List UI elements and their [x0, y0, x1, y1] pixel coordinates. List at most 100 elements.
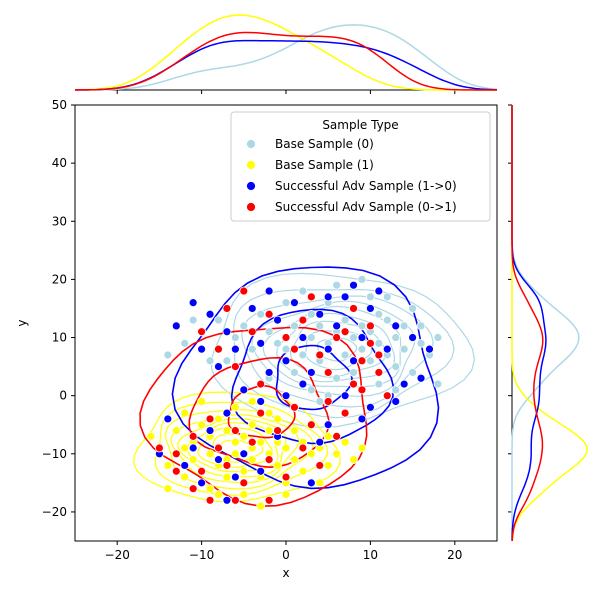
- scatter-point: [188, 443, 198, 453]
- x-axis-ticks: −20 −10 0 10 20: [105, 541, 462, 562]
- scatter-point: [281, 344, 291, 354]
- scatter-point: [222, 408, 232, 418]
- scatter-point: [306, 449, 316, 459]
- scatter-point: [349, 280, 358, 290]
- scatter-point: [163, 484, 173, 494]
- scatter-point: [357, 414, 367, 424]
- scatter-point: [256, 338, 266, 348]
- scatter-point: [264, 368, 274, 377]
- scatter-point: [264, 408, 274, 418]
- scatter-point: [264, 495, 274, 505]
- scatter-point: [332, 431, 342, 441]
- kde-contour-line: [262, 305, 402, 388]
- scatter-point: [247, 437, 257, 447]
- legend-title: Sample Type: [322, 118, 398, 132]
- kde-contour-line: [171, 266, 440, 490]
- scatter-point: [399, 321, 409, 331]
- scatter-point: [416, 321, 426, 331]
- scatter-point: [323, 368, 333, 377]
- scatter-point: [247, 420, 257, 430]
- scatter-point: [340, 327, 350, 337]
- scatter-point: [323, 397, 333, 406]
- scatter-point: [222, 327, 232, 337]
- scatter-point: [399, 379, 409, 389]
- scatter-point: [365, 356, 375, 366]
- scatter-point: [306, 309, 316, 319]
- scatter-point: [374, 338, 384, 348]
- scatter-point: [205, 414, 215, 424]
- scatter-point: [146, 431, 156, 441]
- scatter-point: [357, 344, 367, 354]
- scatter-point: [239, 286, 249, 296]
- scatter-point: [290, 368, 299, 377]
- scatter-point: [374, 368, 384, 377]
- kde-contour-line: [139, 326, 368, 508]
- scatter-point: [382, 391, 392, 401]
- scatter-point: [315, 309, 325, 319]
- scatter-point: [256, 501, 266, 511]
- scatter-point: [197, 466, 207, 476]
- scatter-point: [197, 420, 207, 430]
- scatter-point: [188, 455, 198, 465]
- scatter-point: [332, 333, 342, 342]
- scatter-point: [416, 338, 426, 348]
- scatter-point: [281, 490, 291, 499]
- legend-marker: [246, 202, 256, 212]
- scatter-point: [264, 309, 274, 319]
- scatter-point: [349, 455, 358, 465]
- scatter-point: [273, 426, 282, 435]
- scatter-point: [239, 449, 249, 459]
- scatter-point: [374, 379, 384, 389]
- scatter-point: [306, 292, 316, 302]
- scatter-point: [214, 344, 223, 354]
- legend-box: [230, 111, 491, 222]
- scatter-point: [323, 431, 333, 441]
- scatter-point: [230, 362, 240, 372]
- scatter-point: [408, 333, 418, 342]
- scatter-point: [323, 344, 333, 354]
- scatter-point: [298, 315, 308, 325]
- scatter-point: [188, 484, 198, 494]
- kde-contour-line: [230, 308, 395, 445]
- legend-label: Base Sample (0): [275, 137, 374, 151]
- scatter-point: [349, 379, 358, 389]
- top-marginal-kde-line: [75, 24, 498, 91]
- scatter-point: [315, 461, 325, 470]
- scatter-point: [433, 333, 443, 342]
- scatter-point: [425, 344, 434, 354]
- scatter-point: [256, 379, 266, 389]
- scatter-point: [239, 431, 249, 441]
- scatter-point: [340, 292, 350, 302]
- scatter-point: [357, 333, 367, 342]
- top-marginal-kde-line: [74, 31, 497, 91]
- scatter-point: [239, 490, 249, 499]
- scatter-point: [273, 338, 282, 348]
- scatter-point: [188, 315, 198, 325]
- scatter-point: [298, 379, 308, 389]
- scatter-point: [365, 338, 375, 348]
- scatter-point: [239, 478, 249, 488]
- scatter-point: [222, 356, 232, 366]
- scatter-point: [298, 333, 308, 342]
- scatter-point: [416, 373, 426, 383]
- scatter-point: [281, 356, 291, 366]
- scatter-point: [357, 356, 367, 366]
- scatter-point: [188, 298, 198, 308]
- scatter-point: [163, 350, 173, 360]
- scatter-point: [222, 495, 232, 505]
- x-tick-label: 10: [363, 548, 378, 562]
- scatter-point: [273, 315, 282, 325]
- scatter-point: [332, 280, 342, 290]
- top-marginal-kde: [74, 14, 498, 94]
- scatter-point: [180, 443, 190, 453]
- scatter-point: [154, 443, 164, 453]
- scatter-point: [340, 350, 350, 360]
- scatter-point: [281, 391, 291, 401]
- scatter-point: [315, 321, 325, 331]
- scatter-point: [214, 362, 223, 372]
- scatter-point: [180, 461, 190, 470]
- scatter-point: [399, 344, 409, 354]
- legend-label: Successful Adv Sample (0->1): [275, 200, 457, 214]
- scatter-point: [171, 321, 181, 331]
